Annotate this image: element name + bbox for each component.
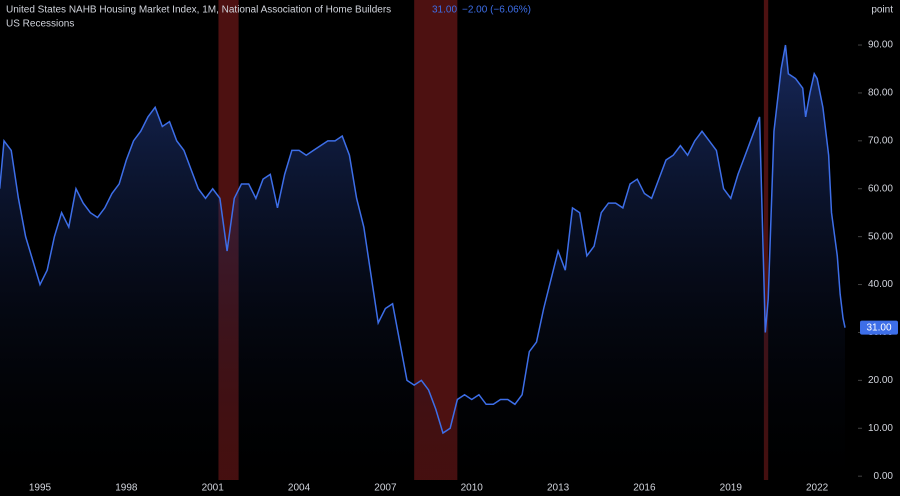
study-label: US Recessions [6, 19, 74, 30]
x-tick-label: 2022 [806, 483, 829, 494]
y-tick-label: 20.00 [868, 375, 893, 386]
last-value-badge [860, 320, 898, 335]
x-tick-label: 2016 [633, 483, 656, 494]
line [0, 44, 846, 435]
x-tick-label: 2001 [202, 483, 225, 494]
y-tick-label: 40.00 [868, 279, 893, 290]
last-value-label: 31.00 [866, 322, 891, 333]
chart-title: United States NAHB Housing Market Index,… [6, 5, 391, 16]
y-tick-label: 80.00 [868, 88, 893, 99]
unit: point [871, 5, 893, 16]
y-tick-label: 70.00 [868, 135, 893, 146]
y-tick-label: 60.00 [868, 183, 893, 194]
x-tick-label: 2004 [288, 483, 311, 494]
y-tick-label: 90.00 [868, 40, 893, 51]
x-tick-label: 2007 [374, 483, 397, 494]
y-tick-label: 50.00 [868, 231, 893, 242]
recession-band [763, 0, 769, 480]
last-value: 31.00 [432, 5, 457, 16]
area-fill [0, 45, 846, 480]
x-tick-label: 1995 [29, 483, 52, 494]
x-tick-label: 2019 [720, 483, 743, 494]
y-tick-label: 0.00 [874, 471, 894, 482]
x-tick-label: 2010 [461, 483, 484, 494]
x-tick-label: 2013 [547, 483, 570, 494]
change: −2.00 (−6.06%) [462, 5, 531, 16]
y-tick-label: 10.00 [868, 423, 893, 434]
x-tick-label: 1998 [115, 483, 138, 494]
